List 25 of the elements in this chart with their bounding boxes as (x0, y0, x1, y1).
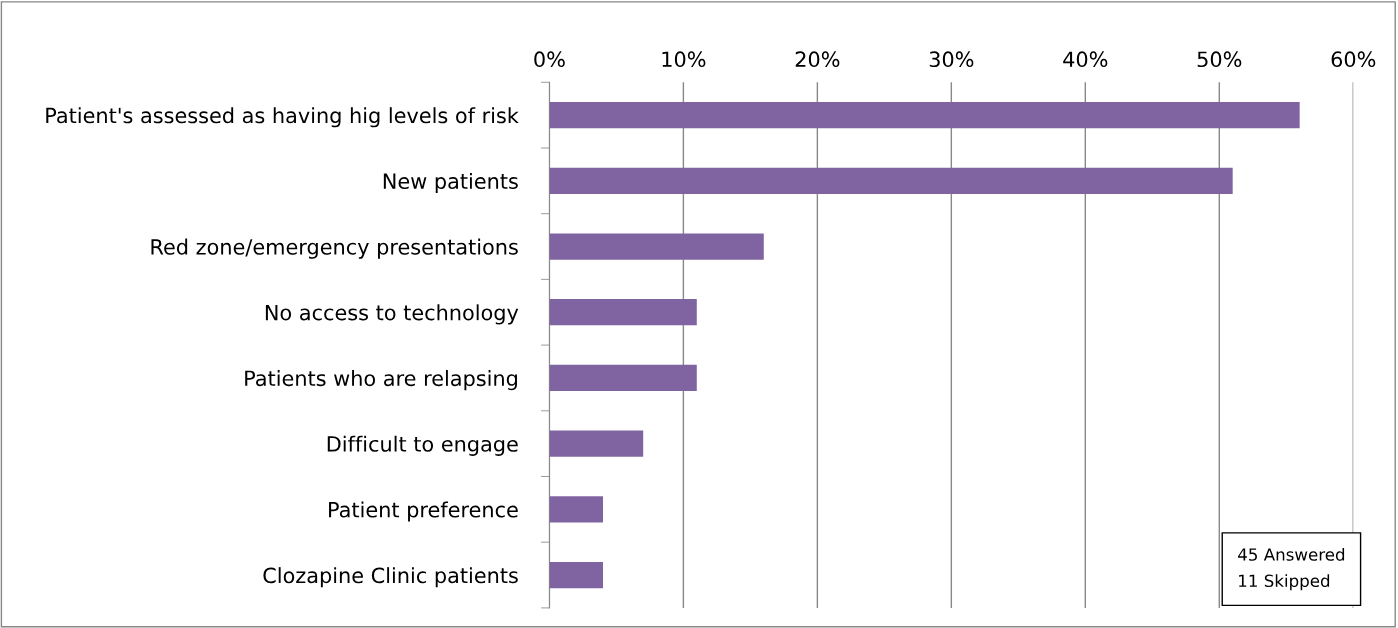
bar (549, 561, 603, 589)
x-tick-label: 30% (929, 51, 974, 68)
x-tick-label: 40% (1063, 51, 1108, 68)
annotation: 11 Skipped (1239, 574, 1330, 591)
y-tick-label: Patient's assessed as having hig levels of risk (46, 107, 519, 128)
x-tick-label: 50% (1197, 51, 1242, 68)
y-tick-label: No access to technology (265, 304, 519, 325)
x-tick-label: 60% (1331, 51, 1376, 68)
y-tick-label: Clozapine Clinic patients (263, 567, 518, 588)
y-tick-label: Patients who are relapsing (245, 370, 517, 391)
y-tick-label: Red zone/emergency presentations (151, 238, 518, 259)
y-tick-label: New patients (383, 172, 518, 194)
y-tick-label: Patient preference (329, 501, 518, 522)
bar (549, 167, 1233, 194)
bar (549, 496, 603, 523)
bar (549, 233, 764, 260)
x-tick-label: 20% (795, 51, 840, 68)
y-tick-label: Difficult to engage (327, 435, 518, 456)
bar (549, 299, 697, 326)
bar (549, 101, 1300, 129)
annotation: 45 Answered (1238, 547, 1345, 561)
x-tick-label: 0% (534, 51, 565, 68)
x-tick-label: 10% (662, 51, 706, 68)
bar (549, 364, 697, 392)
bar (549, 430, 644, 457)
